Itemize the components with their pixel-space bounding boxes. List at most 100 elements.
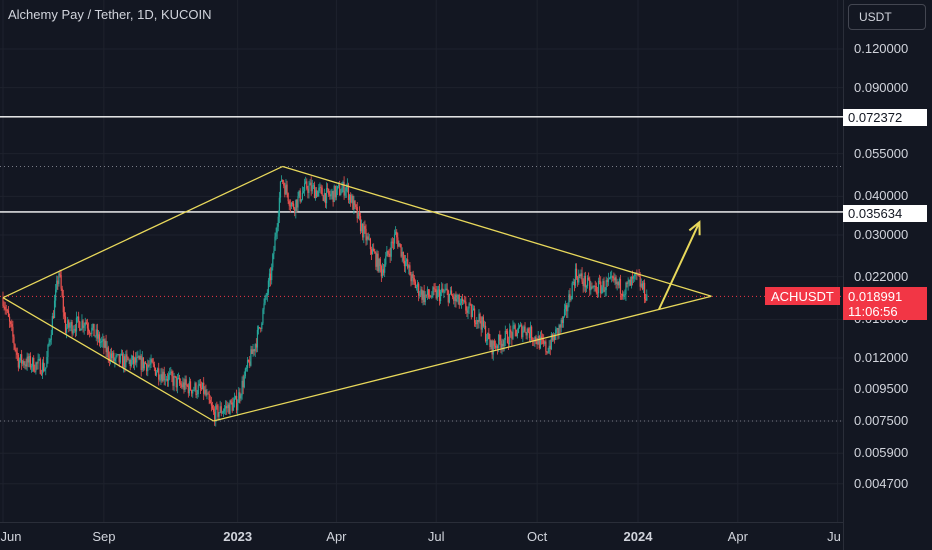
candle-body-150	[166, 379, 169, 381]
candle-body-476	[524, 326, 526, 333]
candle-body-404	[445, 288, 447, 291]
candle-body-357	[393, 234, 396, 244]
candle-body-408	[449, 290, 452, 294]
candle-body-360	[397, 237, 399, 247]
candle-body-21	[25, 364, 27, 367]
candle-body-162	[180, 383, 182, 385]
last-price-box: 0.018991 11:06:56	[843, 287, 927, 320]
candle-body-59	[67, 320, 69, 328]
candle-body-95	[106, 347, 108, 353]
candle-body-114	[127, 357, 129, 361]
candle-body-583	[641, 283, 643, 290]
candle-body-344	[379, 258, 381, 267]
candle-body-226	[250, 349, 252, 366]
candle-body-224	[248, 360, 250, 362]
candle-body-228	[252, 349, 254, 354]
candle-body-262	[289, 205, 291, 207]
candle-body-355	[391, 241, 393, 243]
candle-body-24	[28, 356, 30, 363]
candle-body-292	[322, 195, 324, 201]
candle-body-290	[320, 186, 322, 188]
candle-body-366	[403, 260, 405, 267]
candle-body-190	[210, 403, 212, 406]
candle-body-470	[517, 327, 520, 333]
candle-body-37	[42, 362, 45, 371]
candle-body-209	[231, 402, 233, 411]
candle-body-63	[71, 321, 73, 334]
candle-body-301	[332, 190, 334, 203]
candle-body-227	[251, 349, 253, 354]
candle-body-315	[347, 184, 350, 200]
candle-body-461	[507, 343, 510, 345]
candle-body-382	[421, 289, 423, 300]
candle-body-524	[577, 277, 579, 283]
candle-body-2	[4, 306, 6, 310]
candle-body-255	[282, 179, 284, 182]
currency-button[interactable]: USDT	[848, 4, 926, 30]
candle-body-441	[486, 340, 488, 342]
candle-body-560	[616, 281, 618, 285]
candle-body-499	[549, 345, 551, 350]
candle-body-385	[424, 294, 426, 303]
candle-body-158	[175, 376, 177, 388]
candle-body-556	[612, 276, 614, 279]
candle-body-549	[604, 290, 606, 292]
candle-body-180	[199, 383, 202, 388]
candle-body-481	[529, 326, 532, 338]
candle-body-296	[327, 188, 329, 189]
candle-body-10	[13, 336, 15, 345]
candle-body-580	[638, 274, 640, 277]
candle-body-561	[617, 281, 619, 286]
candle-body-359	[396, 231, 398, 238]
candle-body-526	[579, 274, 581, 277]
candle-body-500	[550, 334, 552, 350]
candle-body-379	[418, 283, 420, 296]
candle-body-62	[70, 321, 72, 327]
candle-body-479	[527, 328, 529, 333]
candle-body-514	[566, 305, 568, 312]
candle-body-539	[593, 286, 595, 287]
candle-body-276	[305, 181, 307, 184]
candle-body-270	[298, 190, 300, 197]
candle-body-352	[388, 253, 390, 255]
candle-body-364	[401, 251, 403, 257]
candle-body-184	[204, 389, 206, 394]
candle-body-469	[516, 332, 518, 337]
candle-body-204	[226, 406, 228, 409]
candle-body-244	[269, 273, 272, 281]
candle-body-147	[163, 371, 165, 381]
candle-body-450	[495, 346, 498, 348]
candle-body-145	[161, 374, 163, 382]
candle-body-215	[238, 392, 240, 403]
candle-body-438	[482, 317, 484, 327]
candle-body-167	[185, 379, 187, 385]
candle-body-69	[78, 316, 80, 322]
candle-body-17	[21, 354, 23, 364]
candle-body-156	[173, 375, 175, 386]
candle-body-251	[277, 216, 279, 227]
candle-body-6	[8, 316, 11, 322]
candle-body-239	[264, 295, 266, 304]
candle-body-7	[10, 321, 12, 325]
candle-body-232	[256, 329, 259, 348]
candle-body-125	[139, 355, 141, 360]
candle-body-516	[568, 294, 570, 307]
candle-body-134	[149, 363, 151, 365]
candle-body-289	[319, 186, 321, 188]
candle-body-572	[629, 279, 631, 286]
candle-body-541	[595, 286, 597, 293]
candle-body-575	[633, 276, 635, 279]
candle-body-308	[340, 193, 342, 196]
candle-body-91	[102, 339, 104, 341]
candle-body-521	[573, 281, 575, 286]
candle-body-349	[385, 256, 387, 265]
candle-body-372	[410, 275, 412, 282]
candle-body-436	[480, 321, 482, 330]
candle-body-113	[126, 354, 128, 358]
candle-body-51	[58, 273, 60, 284]
y-tick-label: 0.022000	[854, 268, 909, 284]
candle-body-15	[18, 360, 21, 368]
candle-body-149	[165, 379, 168, 380]
candle-body-96	[107, 347, 109, 358]
